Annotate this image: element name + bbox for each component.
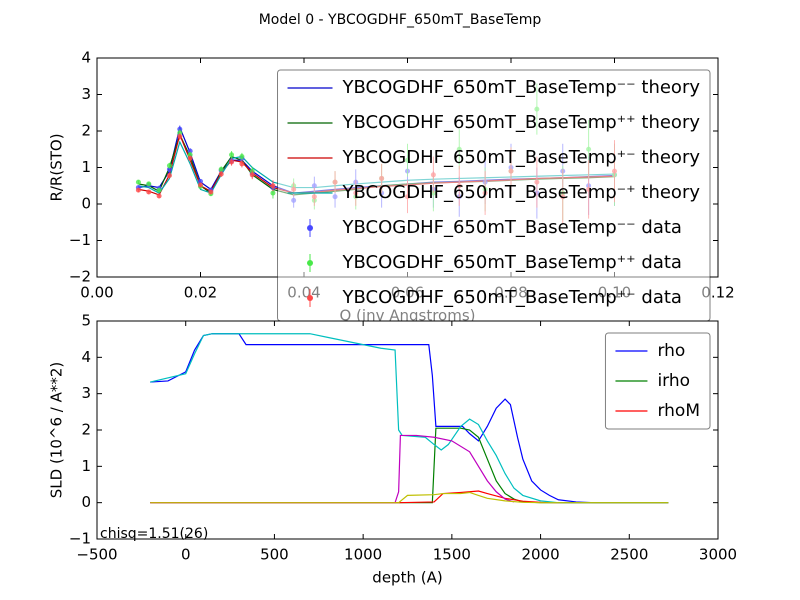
x-tick-label: 0 xyxy=(181,546,191,564)
data-point xyxy=(187,148,193,154)
y-tick-label: 3 xyxy=(81,384,91,402)
data-point xyxy=(146,181,152,187)
data-point xyxy=(187,155,193,161)
x-tick-label: 2000 xyxy=(521,546,559,564)
x-tick-label: 500 xyxy=(260,546,289,564)
data-point xyxy=(229,152,235,158)
legend-label: YBCOGDHF_650mT_BaseTemp⁺⁻ theory xyxy=(342,147,701,168)
y-tick-label: −1 xyxy=(69,231,91,249)
series-line xyxy=(150,434,515,504)
data-point xyxy=(249,172,255,178)
legend: rho irho rhoM xyxy=(604,332,711,430)
data-point xyxy=(239,161,245,167)
data-point xyxy=(166,173,172,179)
data-point xyxy=(166,166,172,172)
y-tick-label: 2 xyxy=(81,421,91,439)
series-line xyxy=(150,491,669,504)
series-line xyxy=(150,333,669,504)
figure-title: Model 0 - YBCOGDHF_650mT_BaseTemp xyxy=(259,12,542,28)
data-point xyxy=(229,159,235,165)
data-point xyxy=(239,154,245,160)
legend-swatch xyxy=(307,225,314,231)
y-tick-label: 2 xyxy=(81,122,91,140)
annotation: chisq=1.51(26) xyxy=(100,526,208,542)
legend-label: YBCOGDHF_650mT_BaseTemp⁻⁻ theory xyxy=(342,77,701,98)
y-tick-label: 0 xyxy=(81,195,91,213)
data-point xyxy=(218,171,224,177)
plot-area xyxy=(150,333,669,504)
data-point xyxy=(156,193,162,199)
x-tick-label: 0.02 xyxy=(184,284,217,302)
data-point xyxy=(135,187,141,193)
data-point xyxy=(270,190,276,196)
y-axis-label: R/R(STO) xyxy=(48,133,66,201)
legend-label: YBCOGDHF_650mT_BaseTemp⁺⁺ data xyxy=(342,252,682,273)
data-point xyxy=(208,189,214,195)
data-point xyxy=(198,182,203,188)
legend-label: YBCOGDHF_650mT_BaseTemp⁻⁻ data xyxy=(342,217,682,238)
data-point xyxy=(135,179,141,185)
data-point xyxy=(198,178,203,184)
legend-label: irho xyxy=(657,371,690,391)
y-tick-label: −2 xyxy=(69,268,91,286)
x-axis-label: depth (A) xyxy=(372,569,442,587)
y-tick-label: 4 xyxy=(81,348,91,366)
y-tick-label: 1 xyxy=(81,158,91,176)
data-point xyxy=(218,166,224,172)
x-tick-label: 1000 xyxy=(344,546,382,564)
data-point xyxy=(156,187,162,193)
y-axis-label: SLD (10^6 / A**2) xyxy=(48,362,66,499)
data-point xyxy=(166,163,172,169)
y-tick-label: 5 xyxy=(81,312,91,330)
y-tick-label: 3 xyxy=(81,85,91,103)
data-point xyxy=(270,183,276,189)
x-tick-label: 2500 xyxy=(610,546,648,564)
legend-label: rho xyxy=(657,341,685,361)
y-tick-label: −1 xyxy=(69,530,91,548)
x-tick-label: 1500 xyxy=(433,546,471,564)
data-point xyxy=(146,189,152,195)
data-point xyxy=(177,133,183,139)
legend-label: rhoM xyxy=(657,401,700,421)
legend-swatch xyxy=(307,260,314,266)
legend-label: YBCOGDHF_650mT_BaseTemp⁺⁺ theory xyxy=(342,112,701,133)
y-tick-label: 0 xyxy=(81,493,91,511)
y-tick-label: 1 xyxy=(81,457,91,475)
x-tick-label: 0.00 xyxy=(80,284,113,302)
legend-frame xyxy=(604,332,711,430)
x-tick-label: −500 xyxy=(76,546,117,564)
legend-label: YBCOGDHF_650mT_BaseTemp⁻⁺ theory xyxy=(342,182,701,203)
data-point xyxy=(187,152,193,158)
legend-swatch xyxy=(307,295,314,301)
legend-label: YBCOGDHF_650mT_BaseTemp⁺⁻ data xyxy=(342,287,682,308)
legend: YBCOGDHF_650mT_BaseTemp⁻⁻ theory YBCOGDHF… xyxy=(277,69,711,322)
y-tick-label: 4 xyxy=(81,49,91,67)
x-tick-label: 3000 xyxy=(699,546,737,564)
